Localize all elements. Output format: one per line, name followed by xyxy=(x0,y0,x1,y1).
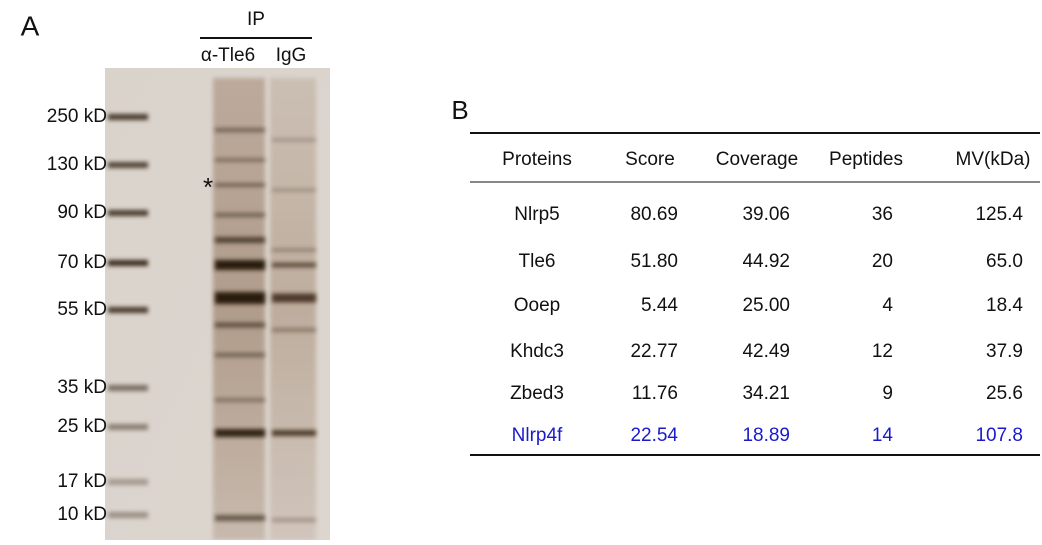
table-cell: 25.00 xyxy=(742,295,790,316)
table-cell: Nlrp5 xyxy=(514,204,559,225)
table-header: Coverage xyxy=(716,149,798,170)
table-cell: Zbed3 xyxy=(510,383,564,404)
lane-band xyxy=(215,292,265,304)
table: Proteins Score Coverage Peptides MV(kDa) Nlrp… xyxy=(502,149,1030,446)
lane-band xyxy=(215,353,265,357)
table-header: Proteins xyxy=(502,149,572,170)
table-cell: 12 xyxy=(872,341,893,362)
marker-band xyxy=(108,162,148,168)
marker-label: 55 kD xyxy=(57,299,107,320)
marker-band xyxy=(108,307,148,313)
table-cell: 125.4 xyxy=(975,204,1023,225)
table-cell: 37.9 xyxy=(986,341,1023,362)
table-cell: 39.06 xyxy=(742,204,790,225)
marker-band xyxy=(108,479,148,485)
lane-label: α-Tle6 xyxy=(201,45,255,66)
marker-band xyxy=(108,210,148,216)
lane-band xyxy=(272,328,316,332)
table-cell: 65.0 xyxy=(986,251,1023,272)
lane-band xyxy=(215,184,265,187)
table-cell: 18.89 xyxy=(742,425,790,446)
table-cell: 25.6 xyxy=(986,383,1023,404)
marker-band xyxy=(108,385,148,391)
marker-band xyxy=(108,512,148,518)
table-cell: 107.8 xyxy=(975,425,1023,446)
panel-label: A xyxy=(21,10,40,41)
table-cell: Tle6 xyxy=(519,251,556,272)
marker-label: 250 kD xyxy=(47,106,107,127)
lane-band xyxy=(272,294,316,303)
table-cell: 22.77 xyxy=(630,341,678,362)
lane-band xyxy=(215,398,265,402)
table-cell: 11.76 xyxy=(632,383,678,404)
lane-band xyxy=(272,430,316,436)
ip-header: IP xyxy=(247,9,265,30)
marker-label: 130 kD xyxy=(47,154,107,175)
marker-band xyxy=(108,260,148,266)
table-cell: 36 xyxy=(872,204,893,225)
table-cell: 44.92 xyxy=(742,251,790,272)
table-cell: 18.4 xyxy=(986,295,1023,316)
marker-label: 35 kD xyxy=(57,377,107,398)
table-cell: Khdc3 xyxy=(510,341,564,362)
lane-label: IgG xyxy=(276,45,307,66)
table-header: Peptides xyxy=(829,149,903,170)
lane-band xyxy=(215,159,265,162)
lane-band xyxy=(272,139,316,142)
table-cell: 4 xyxy=(882,295,893,316)
table-cell: Nlrp4f xyxy=(512,425,563,446)
lane-band xyxy=(272,189,316,192)
lane-band xyxy=(272,518,316,522)
table-cell: 20 xyxy=(872,251,893,272)
table-header: MV(kDa) xyxy=(956,149,1031,170)
lane-band xyxy=(215,260,265,270)
table-cell: 22.54 xyxy=(630,425,678,446)
marker-label: 70 kD xyxy=(57,252,107,273)
lane-band xyxy=(215,323,265,328)
table-cell: 14 xyxy=(872,425,894,446)
table-header: Score xyxy=(625,149,675,170)
lane-smear xyxy=(270,78,316,540)
marker-band xyxy=(108,114,148,120)
table-cell: 34.21 xyxy=(742,383,790,404)
asterisk: * xyxy=(203,172,213,202)
table-cell: 5.44 xyxy=(641,295,678,316)
marker-label: 10 kD xyxy=(57,504,107,525)
table-cell: 9 xyxy=(882,383,893,404)
marker-label: 90 kD xyxy=(57,202,107,223)
lane-band xyxy=(215,128,265,132)
marker-label: 17 kD xyxy=(57,471,107,492)
marker-band xyxy=(108,424,148,430)
table-cell: 42.49 xyxy=(742,341,790,362)
marker-label: 25 kD xyxy=(57,416,107,437)
lane-band xyxy=(272,249,316,252)
lane-band xyxy=(215,515,265,521)
lane-band xyxy=(272,263,316,268)
panel-label: B xyxy=(451,95,468,125)
lane-smear xyxy=(213,78,265,540)
table-cell: 80.69 xyxy=(630,204,678,225)
table-cell: 51.80 xyxy=(630,251,678,272)
table-cell: Ooep xyxy=(514,295,560,316)
lane-band xyxy=(215,237,265,243)
figure: A IP α-Tle6 IgG * B Proteins Score Coverag… xyxy=(0,0,1042,540)
lane-band xyxy=(215,213,265,217)
lane-band xyxy=(215,429,265,437)
